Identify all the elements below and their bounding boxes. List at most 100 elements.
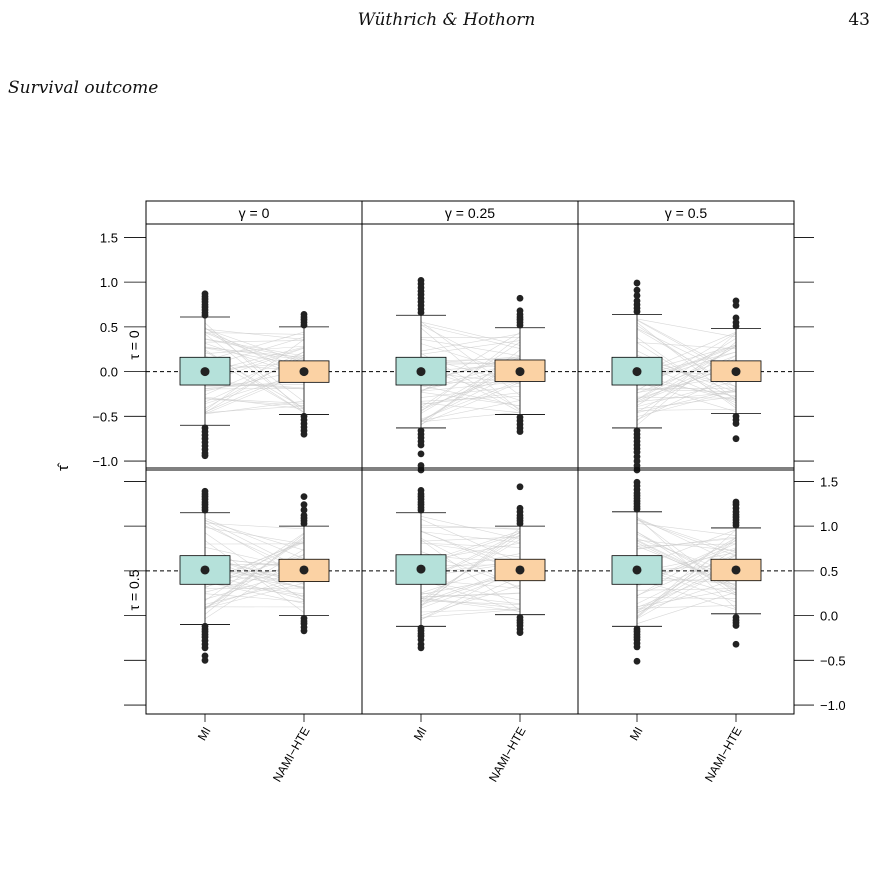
pair-line — [636, 342, 737, 350]
pair-line — [204, 520, 305, 551]
y-axis-title: τ̂ — [55, 462, 72, 471]
nami-hte-outlier-point — [732, 297, 740, 305]
pair-line — [636, 345, 737, 406]
pair-line — [420, 518, 521, 563]
pair-line — [420, 592, 521, 605]
panel-frame — [145, 223, 363, 471]
pair-line — [636, 539, 737, 552]
pair-line — [204, 345, 305, 354]
pair-line — [204, 327, 305, 402]
column-strip-label: γ = 0 — [239, 205, 270, 221]
pair-line — [636, 537, 737, 597]
pair-line — [420, 385, 521, 407]
pair-line — [636, 396, 737, 399]
pair-line — [636, 338, 737, 400]
pair-line — [204, 338, 305, 357]
mi-outlier-point — [633, 286, 641, 294]
nami-hte-outlier-point — [300, 493, 308, 501]
y-tick-label-right: −1.0 — [820, 698, 846, 713]
nami-hte-outlier-point — [300, 512, 308, 519]
mi-outlier-point — [201, 452, 209, 460]
pair-line — [420, 516, 521, 540]
mi-outlier-point — [417, 486, 425, 494]
mi-outlier-point — [201, 656, 209, 664]
nami-hte-median-point — [731, 367, 741, 377]
pair-line — [636, 387, 737, 390]
nami-hte-median-point — [299, 367, 309, 377]
column-strip-label: γ = 0.25 — [445, 205, 495, 221]
pair-line — [636, 519, 737, 556]
pair-line — [420, 411, 521, 423]
panel-frame — [361, 223, 579, 471]
pair-line — [636, 597, 737, 599]
pair-line — [204, 405, 305, 413]
pair-line — [204, 338, 305, 360]
mi-outlier-point — [201, 644, 209, 652]
nami-hte-outlier-point — [732, 640, 740, 648]
x-tick-label: MI — [195, 725, 214, 744]
column-strip-label: γ = 0.5 — [665, 205, 708, 221]
nami-hte-median-point — [299, 565, 309, 575]
nami-hte-median-point — [515, 565, 525, 575]
mi-outlier-point — [633, 297, 641, 305]
mi-outlier-point — [633, 292, 641, 299]
pair-line — [204, 517, 305, 559]
pair-line — [420, 524, 521, 530]
pair-line — [204, 533, 305, 615]
pair-line — [636, 380, 737, 408]
pair-line — [636, 516, 737, 609]
nami-hte-outlier-point — [300, 430, 308, 438]
nami-hte-outlier-point — [732, 498, 740, 506]
y-tick-label-left: 0.0 — [100, 365, 118, 380]
mi-outlier-point — [417, 644, 425, 652]
nami-hte-outlier-point — [732, 314, 740, 322]
pair-line — [636, 578, 737, 613]
x-tick-label: NAMI−HTE — [270, 725, 313, 785]
row-strip-label: τ = 0.5 — [126, 569, 142, 610]
mi-median-point — [632, 565, 642, 575]
y-tick-label-right: 0.0 — [820, 609, 838, 624]
nami-hte-median-point — [731, 565, 741, 575]
pair-line — [420, 385, 521, 398]
pair-line — [420, 542, 521, 548]
pair-line — [420, 321, 521, 396]
nami-hte-outlier-point — [516, 294, 524, 302]
x-tick-label: MI — [411, 725, 430, 744]
nami-hte-outlier-point — [300, 501, 308, 509]
section-heading: Survival outcome — [8, 78, 159, 98]
mi-outlier-point — [201, 487, 209, 495]
pair-line — [204, 398, 305, 406]
y-tick-label-left: −0.5 — [92, 409, 118, 424]
pair-line — [420, 539, 521, 611]
pair-line — [636, 389, 737, 413]
pair-line — [420, 324, 521, 349]
mi-outlier-point — [633, 279, 641, 287]
pair-line — [204, 522, 305, 530]
pair-line — [204, 351, 305, 396]
nami-hte-median-point — [515, 367, 525, 377]
y-tick-label-left: 1.5 — [100, 230, 118, 245]
nami-hte-outlier-point — [300, 310, 308, 318]
mi-outlier-point — [201, 290, 209, 298]
pair-line — [204, 328, 305, 364]
mi-median-point — [416, 367, 426, 377]
pair-line — [636, 537, 737, 549]
nami-hte-outlier-point — [732, 420, 740, 427]
mi-outlier-point — [417, 276, 425, 284]
panel-frame — [577, 223, 795, 471]
pair-line — [636, 591, 737, 624]
nami-hte-outlier-point — [516, 483, 524, 491]
pair-line — [420, 321, 521, 346]
pair-line — [204, 383, 305, 387]
row-strip-label: τ = 0 — [126, 330, 142, 359]
mi-median-point — [200, 565, 210, 575]
mi-outlier-point — [417, 450, 425, 458]
mi-median-point — [632, 367, 642, 377]
nami-hte-outlier-point — [732, 622, 740, 629]
mi-median-point — [200, 367, 210, 377]
y-tick-label-right: 0.5 — [820, 564, 838, 579]
pair-line — [636, 539, 737, 617]
pair-line — [636, 536, 737, 550]
pair-line — [204, 332, 305, 335]
